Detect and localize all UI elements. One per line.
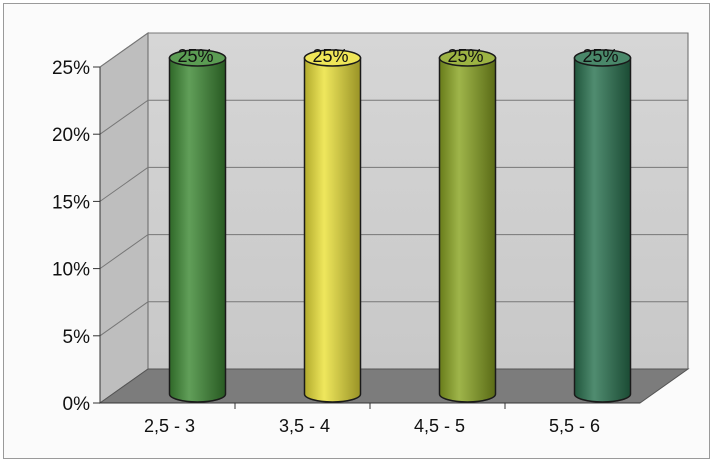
gridlines — [99, 32, 688, 337]
gridline — [99, 301, 688, 337]
gridline — [99, 99, 688, 135]
y-tick-label: 5% — [63, 327, 91, 348]
x-tick-label: 4,5 - 5 — [414, 416, 465, 436]
y-tick-label: 15% — [52, 192, 90, 213]
bar — [573, 49, 632, 403]
bar — [438, 49, 497, 403]
y-axis-ticks: 0% 5% 10% 15% 20% 25% — [52, 58, 640, 415]
bar — [168, 49, 227, 403]
side-wall — [99, 32, 149, 404]
y-tick-label: 10% — [52, 260, 90, 281]
bar-body — [573, 57, 632, 403]
bar-top — [438, 49, 497, 67]
x-tick-label: 2,5 - 3 — [144, 416, 195, 436]
data-label: 25% — [177, 46, 213, 66]
data-label: 25% — [582, 46, 618, 66]
x-tick-label: 5,5 - 6 — [549, 416, 600, 436]
bar-body — [168, 57, 227, 403]
gridline — [99, 166, 688, 202]
bars — [168, 49, 632, 403]
bar-top — [303, 49, 362, 67]
y-tick-label: 25% — [52, 58, 90, 79]
x-tick-label: 3,5 - 4 — [279, 416, 330, 436]
bar-top — [168, 49, 227, 67]
x-axis-labels: 2,5 - 3 3,5 - 4 4,5 - 5 5,5 - 6 — [144, 416, 600, 436]
gridline — [99, 32, 688, 68]
bar-body — [303, 57, 362, 403]
y-tick-label: 20% — [52, 125, 90, 146]
bar-top — [573, 49, 632, 67]
bar — [303, 49, 362, 403]
data-label: 25% — [447, 46, 483, 66]
data-label: 25% — [312, 46, 348, 66]
data-labels: 25% 25% 25% 25% — [177, 46, 618, 66]
bar-body — [438, 57, 497, 403]
gridline — [99, 234, 688, 270]
y-tick-label: 0% — [63, 394, 91, 415]
